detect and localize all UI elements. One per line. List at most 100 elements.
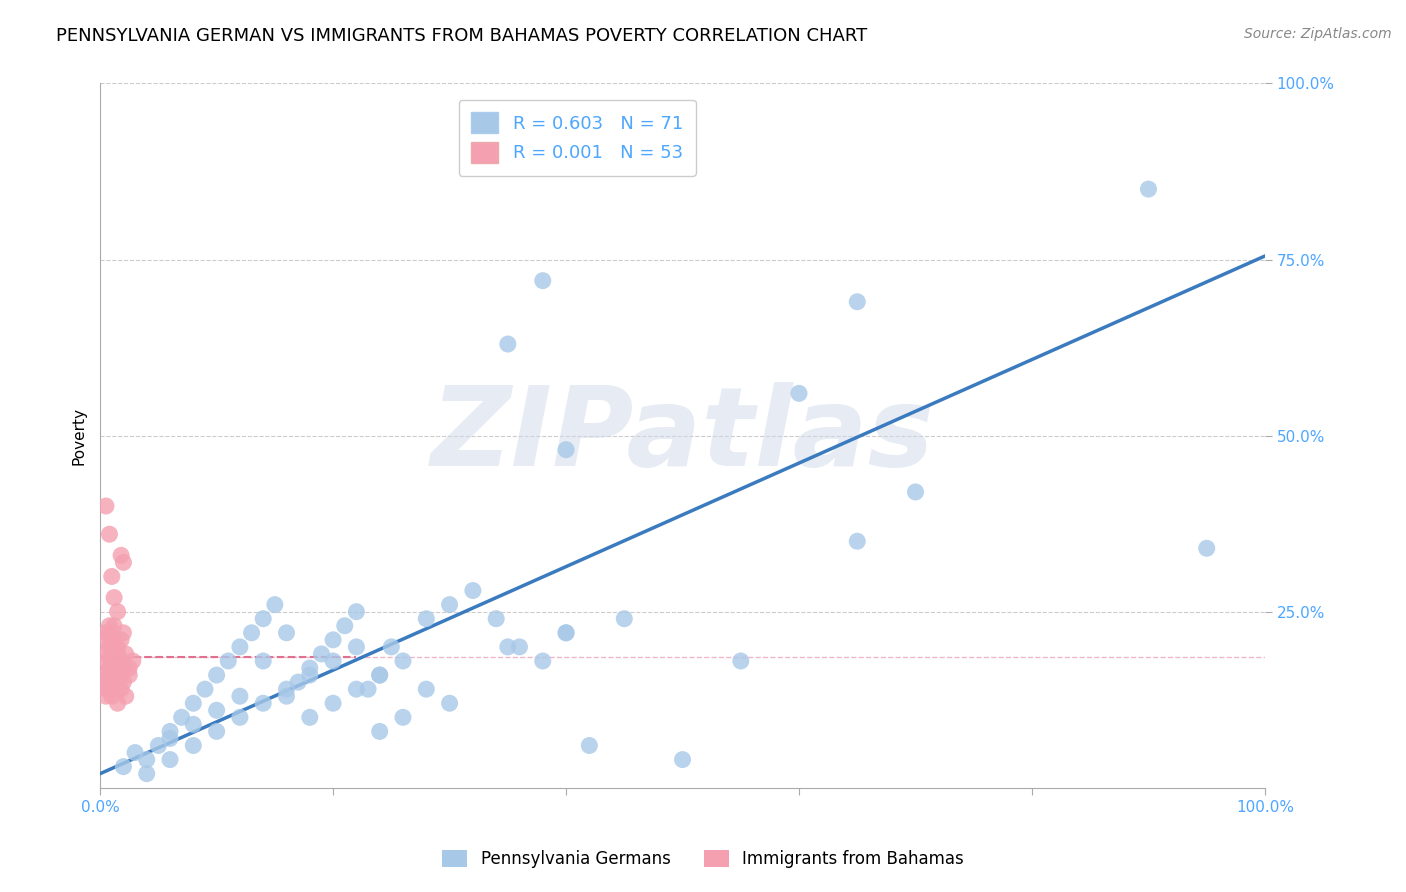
Point <box>181 717 204 731</box>
Point <box>118 668 141 682</box>
Point <box>94 625 117 640</box>
Point <box>98 661 121 675</box>
Point <box>263 598 285 612</box>
Point <box>98 625 121 640</box>
Point <box>461 583 484 598</box>
Point <box>118 661 141 675</box>
Point <box>112 555 135 569</box>
Point <box>333 619 356 633</box>
Point <box>112 625 135 640</box>
Point <box>252 696 274 710</box>
Point <box>107 640 129 654</box>
Point <box>380 640 402 654</box>
Point <box>276 689 298 703</box>
Point <box>496 640 519 654</box>
Point <box>110 682 132 697</box>
Point <box>98 682 121 697</box>
Point <box>101 647 124 661</box>
Text: ZIPatlas: ZIPatlas <box>430 382 935 489</box>
Point <box>94 632 117 647</box>
Point <box>94 499 117 513</box>
Point <box>103 668 125 682</box>
Point <box>103 654 125 668</box>
Point <box>103 632 125 647</box>
Point <box>112 759 135 773</box>
Point <box>392 654 415 668</box>
Y-axis label: Poverty: Poverty <box>72 407 86 465</box>
Point <box>94 654 117 668</box>
Point <box>357 682 380 697</box>
Point <box>904 485 927 500</box>
Point <box>194 682 217 697</box>
Point <box>555 625 578 640</box>
Point <box>205 724 228 739</box>
Point <box>101 682 124 697</box>
Point <box>415 682 437 697</box>
Point <box>276 682 298 697</box>
Point <box>107 605 129 619</box>
Point <box>439 696 461 710</box>
Point <box>298 661 321 675</box>
Point <box>112 661 135 675</box>
Point <box>485 612 508 626</box>
Point <box>671 753 693 767</box>
Point <box>98 527 121 541</box>
Point <box>415 612 437 626</box>
Point <box>98 661 121 675</box>
Point <box>94 647 117 661</box>
Point <box>392 710 415 724</box>
Point <box>344 682 367 697</box>
Point <box>110 549 132 563</box>
Point <box>205 668 228 682</box>
Point <box>124 746 146 760</box>
Point <box>107 661 129 675</box>
Point <box>94 682 117 697</box>
Point <box>159 731 181 746</box>
Point <box>531 274 554 288</box>
Point <box>101 689 124 703</box>
Point <box>101 640 124 654</box>
Point <box>107 682 129 697</box>
Legend: R = 0.603   N = 71, R = 0.001   N = 53: R = 0.603 N = 71, R = 0.001 N = 53 <box>458 100 696 176</box>
Point <box>229 710 252 724</box>
Point <box>344 640 367 654</box>
Point <box>787 386 810 401</box>
Point <box>107 647 129 661</box>
Point <box>103 668 125 682</box>
Point <box>98 668 121 682</box>
Point <box>368 668 391 682</box>
Point <box>311 647 333 661</box>
Point <box>846 294 869 309</box>
Text: PENNSYLVANIA GERMAN VS IMMIGRANTS FROM BAHAMAS POVERTY CORRELATION CHART: PENNSYLVANIA GERMAN VS IMMIGRANTS FROM B… <box>56 27 868 45</box>
Legend: Pennsylvania Germans, Immigrants from Bahamas: Pennsylvania Germans, Immigrants from Ba… <box>436 843 970 875</box>
Point <box>730 654 752 668</box>
Point <box>103 661 125 675</box>
Point <box>94 668 117 682</box>
Point <box>103 619 125 633</box>
Point <box>94 675 117 690</box>
Point <box>98 675 121 690</box>
Point <box>252 654 274 668</box>
Point <box>98 619 121 633</box>
Point <box>101 632 124 647</box>
Point <box>322 654 344 668</box>
Point <box>107 696 129 710</box>
Point <box>1195 541 1218 556</box>
Point <box>287 675 309 690</box>
Point <box>121 654 143 668</box>
Point <box>159 753 181 767</box>
Point <box>101 569 124 583</box>
Point <box>298 710 321 724</box>
Point <box>101 675 124 690</box>
Point <box>846 534 869 549</box>
Point <box>322 632 344 647</box>
Point <box>229 689 252 703</box>
Point <box>159 724 181 739</box>
Point <box>496 337 519 351</box>
Point <box>613 612 636 626</box>
Point <box>148 739 170 753</box>
Point <box>555 442 578 457</box>
Point <box>217 654 239 668</box>
Point <box>98 640 121 654</box>
Point <box>110 668 132 682</box>
